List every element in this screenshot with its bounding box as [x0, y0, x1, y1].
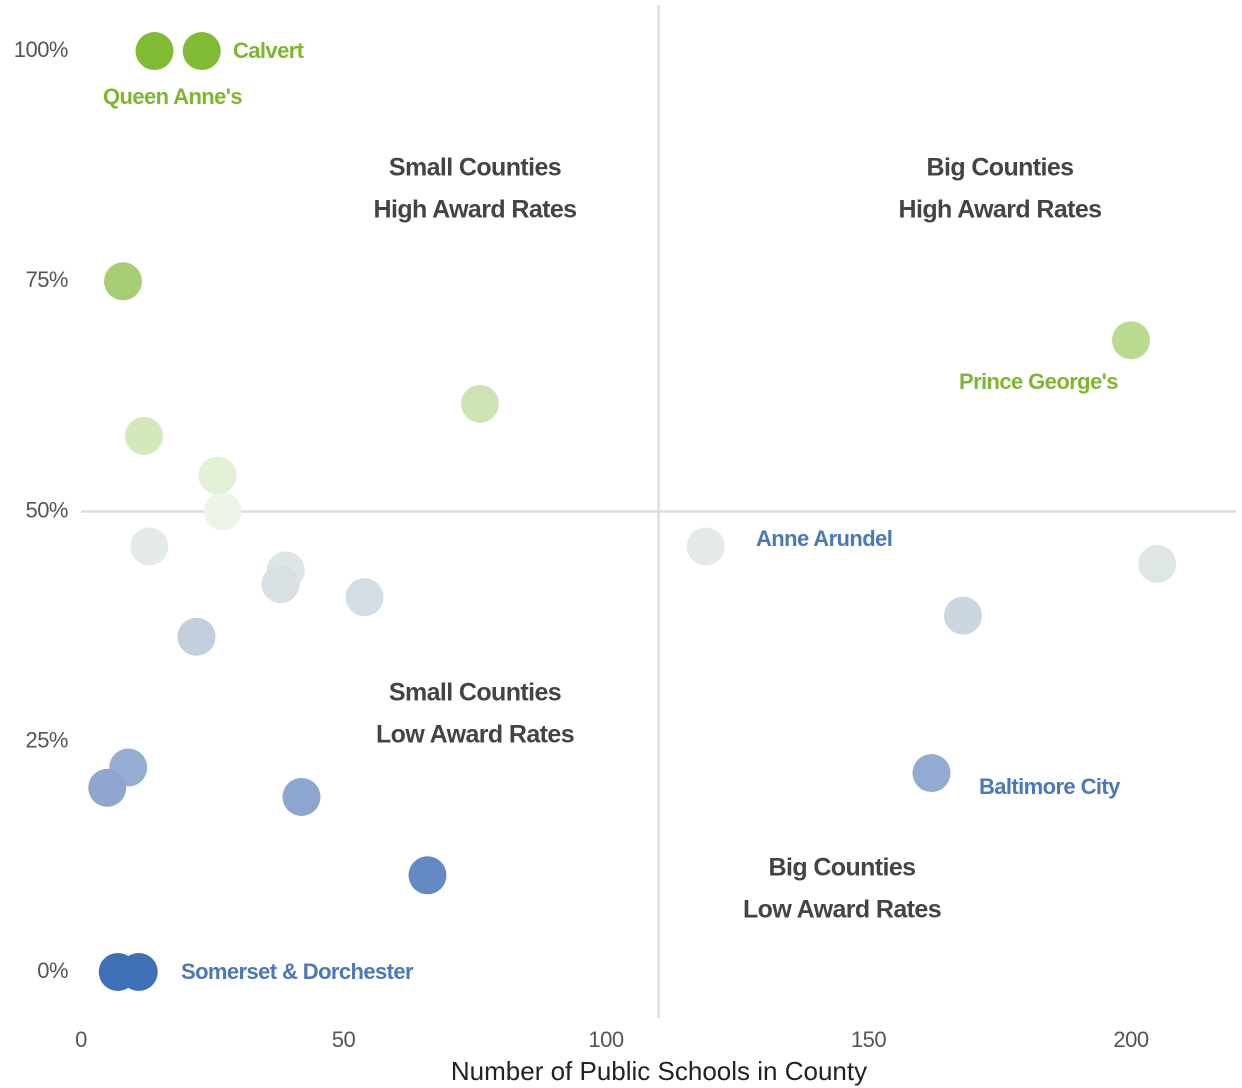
- y-tick-label: 50%: [25, 497, 68, 522]
- point: [119, 952, 158, 991]
- point-label: Somerset & Dorchester: [181, 959, 414, 984]
- x-tick-label: 50: [332, 1027, 356, 1052]
- point: [408, 856, 447, 895]
- quadrant-label: Small Counties: [389, 154, 561, 182]
- x-tick-label: 200: [1113, 1027, 1148, 1052]
- y-tick-label: 0%: [37, 958, 68, 983]
- x-tick-label: 150: [851, 1027, 886, 1052]
- point-label: Prince George's: [959, 369, 1118, 394]
- x-axis-title: Number of Public Schools in County: [451, 1056, 867, 1086]
- quadrant-label: Low Award Rates: [743, 896, 941, 924]
- point: [912, 754, 951, 793]
- point-label: Anne Arundel: [756, 526, 892, 551]
- point: [282, 777, 321, 816]
- quadrant-label: Big Counties: [769, 854, 916, 882]
- y-tick-label: 75%: [25, 267, 68, 292]
- x-tick-label: 100: [588, 1027, 623, 1052]
- point: [182, 32, 221, 71]
- point: [135, 32, 174, 71]
- y-tick-label: 25%: [25, 728, 68, 753]
- x-tick-label: 0: [75, 1027, 87, 1052]
- point: [461, 384, 499, 423]
- quadrant-label: Small Counties: [389, 679, 561, 707]
- point: [130, 527, 169, 566]
- point: [1112, 321, 1150, 360]
- point: [686, 527, 725, 566]
- point: [944, 596, 982, 635]
- point: [177, 617, 216, 656]
- point-label: Baltimore City: [979, 774, 1121, 799]
- point: [345, 578, 384, 617]
- y-tick-label: 100%: [14, 37, 68, 62]
- point: [198, 456, 237, 495]
- point: [88, 768, 127, 807]
- point: [1138, 544, 1177, 583]
- quadrant-label: High Award Rates: [899, 196, 1102, 224]
- quadrant-label: Big Counties: [927, 154, 1074, 182]
- point: [203, 492, 242, 531]
- point: [125, 416, 163, 455]
- quadrant-label: High Award Rates: [374, 196, 577, 224]
- point: [261, 565, 300, 604]
- point: [104, 262, 142, 301]
- point-label: Queen Anne's: [103, 84, 242, 109]
- point-label: Calvert: [233, 38, 305, 63]
- quadrant-label: Low Award Rates: [376, 721, 574, 749]
